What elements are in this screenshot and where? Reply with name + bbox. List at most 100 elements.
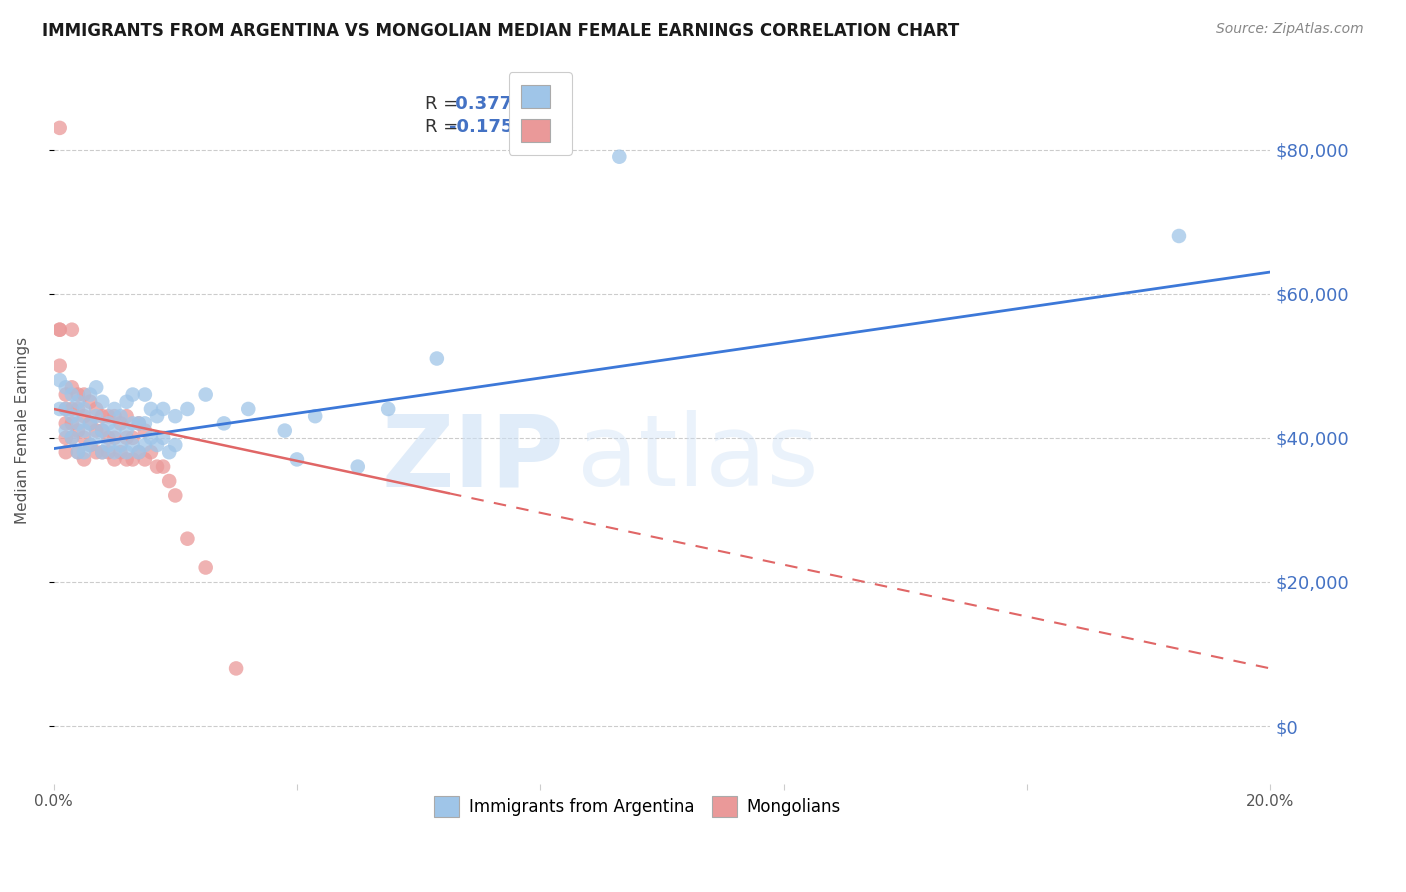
Point: [115, 394, 138, 409]
Point: [139, 445, 162, 459]
Point: [55, 380, 77, 394]
Point: [91, 424, 114, 438]
Point: [97, 445, 120, 459]
Point: [346, 459, 368, 474]
Text: ZIP: ZIP: [381, 410, 565, 508]
Point: [73, 387, 96, 401]
Point: [55, 387, 77, 401]
Point: [66, 401, 89, 416]
Point: [121, 431, 143, 445]
Point: [110, 445, 132, 459]
Point: [134, 387, 156, 401]
Point: [97, 417, 120, 431]
Point: [165, 409, 187, 424]
Point: [212, 417, 235, 431]
Point: [48, 323, 70, 337]
Point: [84, 409, 107, 424]
Point: [84, 445, 107, 459]
Point: [128, 445, 150, 459]
Point: [84, 401, 107, 416]
Text: 56: 56: [550, 118, 575, 136]
Point: [103, 445, 125, 459]
Point: [134, 438, 156, 452]
Point: [121, 452, 143, 467]
Point: [73, 424, 96, 438]
Text: R =: R =: [425, 118, 464, 136]
Point: [91, 424, 114, 438]
Point: [60, 323, 83, 337]
Point: [146, 459, 169, 474]
Point: [152, 431, 174, 445]
Point: [84, 380, 107, 394]
Point: [103, 452, 125, 467]
Point: [157, 474, 180, 488]
Point: [1168, 229, 1191, 244]
Point: [48, 323, 70, 337]
Point: [607, 150, 630, 164]
Point: [73, 452, 96, 467]
Point: [60, 431, 83, 445]
Point: [121, 417, 143, 431]
Point: [79, 417, 101, 431]
Point: [165, 488, 187, 502]
Text: 62: 62: [550, 95, 575, 112]
Point: [55, 401, 77, 416]
Point: [97, 438, 120, 452]
Point: [134, 417, 156, 431]
Text: R =: R =: [425, 95, 464, 112]
Point: [274, 424, 297, 438]
Point: [121, 387, 143, 401]
Point: [91, 394, 114, 409]
Point: [304, 409, 326, 424]
Point: [128, 445, 150, 459]
Point: [238, 401, 260, 416]
Point: [128, 417, 150, 431]
Text: N =: N =: [513, 118, 565, 136]
Point: [84, 431, 107, 445]
Point: [103, 431, 125, 445]
Point: [176, 532, 198, 546]
Text: 0.377: 0.377: [449, 95, 512, 112]
Point: [115, 409, 138, 424]
Point: [134, 424, 156, 438]
Point: [79, 387, 101, 401]
Point: [66, 417, 89, 431]
Point: [48, 120, 70, 135]
Point: [66, 445, 89, 459]
Point: [134, 452, 156, 467]
Point: [79, 438, 101, 452]
Point: [55, 431, 77, 445]
Point: [115, 452, 138, 467]
Point: [110, 409, 132, 424]
Point: [285, 452, 308, 467]
Point: [79, 438, 101, 452]
Point: [152, 459, 174, 474]
Point: [377, 401, 399, 416]
Text: -0.175: -0.175: [449, 118, 513, 136]
Point: [176, 401, 198, 416]
Point: [128, 417, 150, 431]
Point: [91, 445, 114, 459]
Text: Source: ZipAtlas.com: Source: ZipAtlas.com: [1216, 22, 1364, 37]
Point: [103, 409, 125, 424]
Point: [91, 445, 114, 459]
Point: [60, 431, 83, 445]
Point: [97, 409, 120, 424]
Point: [60, 387, 83, 401]
Point: [60, 380, 83, 394]
Point: [79, 394, 101, 409]
Point: [48, 359, 70, 373]
Point: [66, 424, 89, 438]
Y-axis label: Median Female Earnings: Median Female Earnings: [15, 337, 30, 524]
Point: [110, 417, 132, 431]
Point: [146, 438, 169, 452]
Text: N =: N =: [513, 95, 565, 112]
Point: [152, 401, 174, 416]
Point: [115, 424, 138, 438]
Point: [60, 401, 83, 416]
Point: [55, 401, 77, 416]
Text: IMMIGRANTS FROM ARGENTINA VS MONGOLIAN MEDIAN FEMALE EARNINGS CORRELATION CHART: IMMIGRANTS FROM ARGENTINA VS MONGOLIAN M…: [42, 22, 959, 40]
Point: [194, 560, 217, 574]
Point: [97, 431, 120, 445]
Point: [66, 445, 89, 459]
